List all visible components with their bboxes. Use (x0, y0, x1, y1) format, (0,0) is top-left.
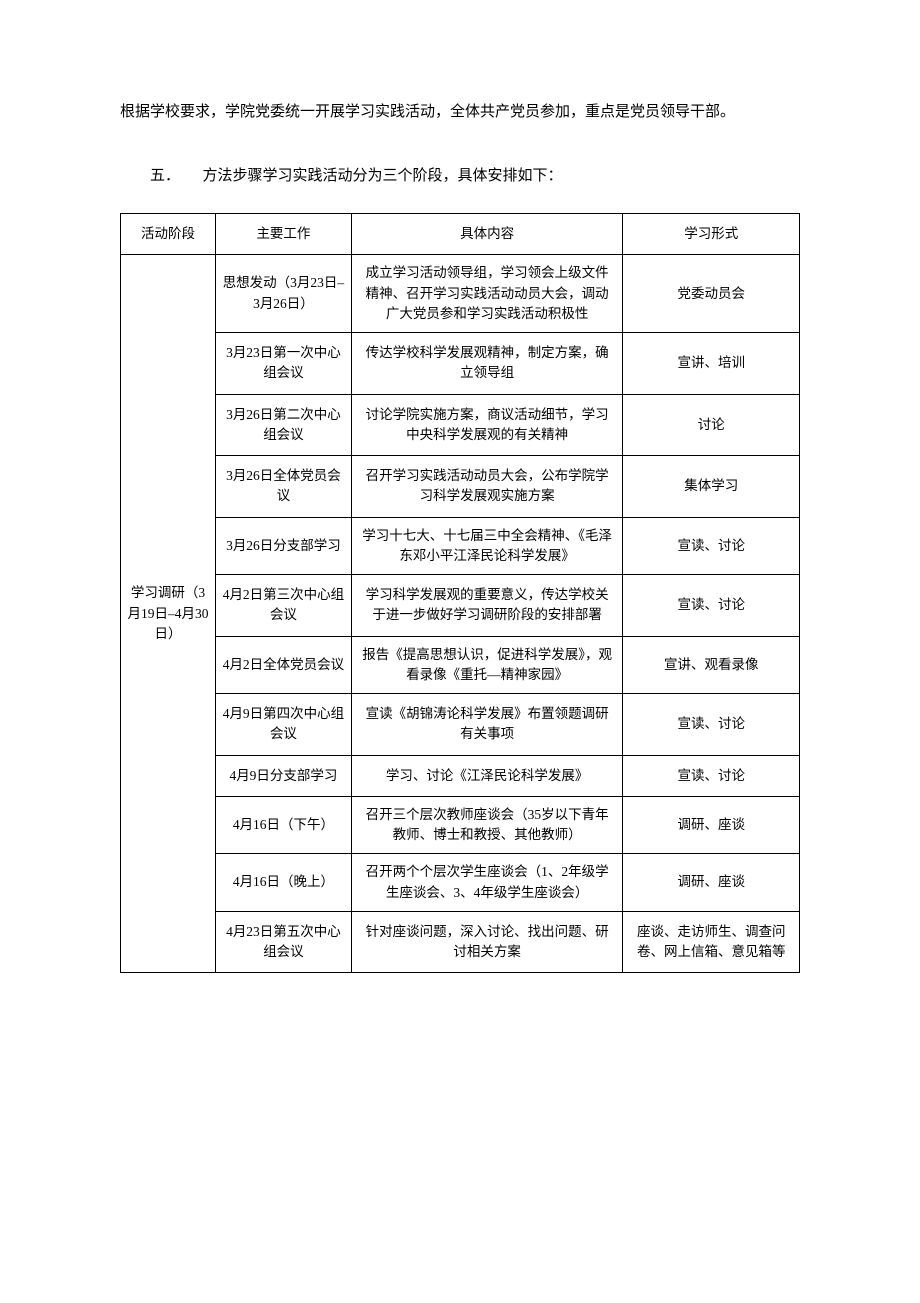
work-cell: 3月23日第一次中心组会议 (216, 333, 352, 395)
table-row: 4月9日分支部学习 学习、讨论《江泽民论科学发展》 宣读、讨论 (121, 755, 800, 796)
format-cell: 调研、座谈 (623, 796, 800, 854)
table-row: 3月26日第二次中心组会议 讨论学院实施方案，商议活动细节，学习中央科学发展观的… (121, 394, 800, 456)
work-cell: 3月26日全体党员会议 (216, 456, 352, 518)
work-cell: 4月16日（晚上） (216, 854, 352, 912)
work-cell: 思想发动（3月23日–3月26日） (216, 255, 352, 333)
content-cell: 针对座谈问题，深入讨论、找出问题、研讨相关方案 (351, 911, 623, 973)
work-cell: 4月16日（下午） (216, 796, 352, 854)
intro-paragraph: 根据学校要求，学院党委统一开展学习实践活动，全体共产党员参加，重点是党员领导干部… (120, 100, 800, 124)
content-cell: 召开学习实践活动动员大会，公布学院学习科学发展观实施方案 (351, 456, 623, 518)
table-row: 4月9日第四次中心组会议 宣读《胡锦涛论科学发展》布置领题调研有关事项 宣读、讨… (121, 694, 800, 756)
schedule-table: 活动阶段 主要工作 具体内容 学习形式 学习调研（3月19日–4月30日） 思想… (120, 213, 800, 973)
table-row: 4月16日（下午） 召开三个层次教师座谈会（35岁以下青年教师、博士和教授、其他… (121, 796, 800, 854)
table-row: 4月23日第五次中心组会议 针对座谈问题，深入讨论、找出问题、研讨相关方案 座谈… (121, 911, 800, 973)
section-title: 方法步骤学习实践活动分为三个阶段，具体安排如下： (203, 168, 563, 184)
table-row: 3月26日分支部学习 学习十七大、十七届三中全会精神、《毛泽东邓小平江泽民论科学… (121, 517, 800, 575)
content-cell: 学习、讨论《江泽民论科学发展》 (351, 755, 623, 796)
format-cell: 宣读、讨论 (623, 575, 800, 637)
header-work: 主要工作 (216, 214, 352, 255)
table-row: 4月16日（晚上） 召开两个个层次学生座谈会（1、2年级学生座谈会、3、4年级学… (121, 854, 800, 912)
header-stage: 活动阶段 (121, 214, 216, 255)
section-number: 五． (150, 168, 180, 184)
table-row: 4月2日全体党员会议 报告《提高思想认识，促进科学发展》，观看录像《重托—精神家… (121, 636, 800, 694)
section-heading: 五． 方法步骤学习实践活动分为三个阶段，具体安排如下： (120, 164, 800, 188)
content-cell: 学习科学发展观的重要意义，传达学校关于进一步做好学习调研阶段的安排部署 (351, 575, 623, 637)
content-cell: 宣读《胡锦涛论科学发展》布置领题调研有关事项 (351, 694, 623, 756)
work-cell: 3月26日分支部学习 (216, 517, 352, 575)
content-cell: 传达学校科学发展观精神，制定方案，确立领导组 (351, 333, 623, 395)
header-format: 学习形式 (623, 214, 800, 255)
table-row: 3月26日全体党员会议 召开学习实践活动动员大会，公布学院学习科学发展观实施方案… (121, 456, 800, 518)
table-row: 3月23日第一次中心组会议 传达学校科学发展观精神，制定方案，确立领导组 宣讲、… (121, 333, 800, 395)
content-cell: 召开三个层次教师座谈会（35岁以下青年教师、博士和教授、其他教师） (351, 796, 623, 854)
stage-cell: 学习调研（3月19日–4月30日） (121, 255, 216, 973)
work-cell: 3月26日第二次中心组会议 (216, 394, 352, 456)
format-cell: 宣读、讨论 (623, 517, 800, 575)
format-cell: 讨论 (623, 394, 800, 456)
table-header-row: 活动阶段 主要工作 具体内容 学习形式 (121, 214, 800, 255)
format-cell: 集体学习 (623, 456, 800, 518)
header-content: 具体内容 (351, 214, 623, 255)
work-cell: 4月9日第四次中心组会议 (216, 694, 352, 756)
format-cell: 宣讲、观看录像 (623, 636, 800, 694)
table-row: 学习调研（3月19日–4月30日） 思想发动（3月23日–3月26日） 成立学习… (121, 255, 800, 333)
content-cell: 成立学习活动领导组，学习领会上级文件精神、召开学习实践活动动员大会，调动广大党员… (351, 255, 623, 333)
format-cell: 宣读、讨论 (623, 694, 800, 756)
format-cell: 调研、座谈 (623, 854, 800, 912)
work-cell: 4月2日第三次中心组会议 (216, 575, 352, 637)
format-cell: 宣讲、培训 (623, 333, 800, 395)
work-cell: 4月9日分支部学习 (216, 755, 352, 796)
content-cell: 讨论学院实施方案，商议活动细节，学习中央科学发展观的有关精神 (351, 394, 623, 456)
table-row: 4月2日第三次中心组会议 学习科学发展观的重要意义，传达学校关于进一步做好学习调… (121, 575, 800, 637)
format-cell: 宣读、讨论 (623, 755, 800, 796)
work-cell: 4月2日全体党员会议 (216, 636, 352, 694)
format-cell: 座谈、走访师生、调查问卷、网上信箱、意见箱等 (623, 911, 800, 973)
content-cell: 召开两个个层次学生座谈会（1、2年级学生座谈会、3、4年级学生座谈会） (351, 854, 623, 912)
content-cell: 学习十七大、十七届三中全会精神、《毛泽东邓小平江泽民论科学发展》 (351, 517, 623, 575)
work-cell: 4月23日第五次中心组会议 (216, 911, 352, 973)
content-cell: 报告《提高思想认识，促进科学发展》，观看录像《重托—精神家园》 (351, 636, 623, 694)
format-cell: 党委动员会 (623, 255, 800, 333)
